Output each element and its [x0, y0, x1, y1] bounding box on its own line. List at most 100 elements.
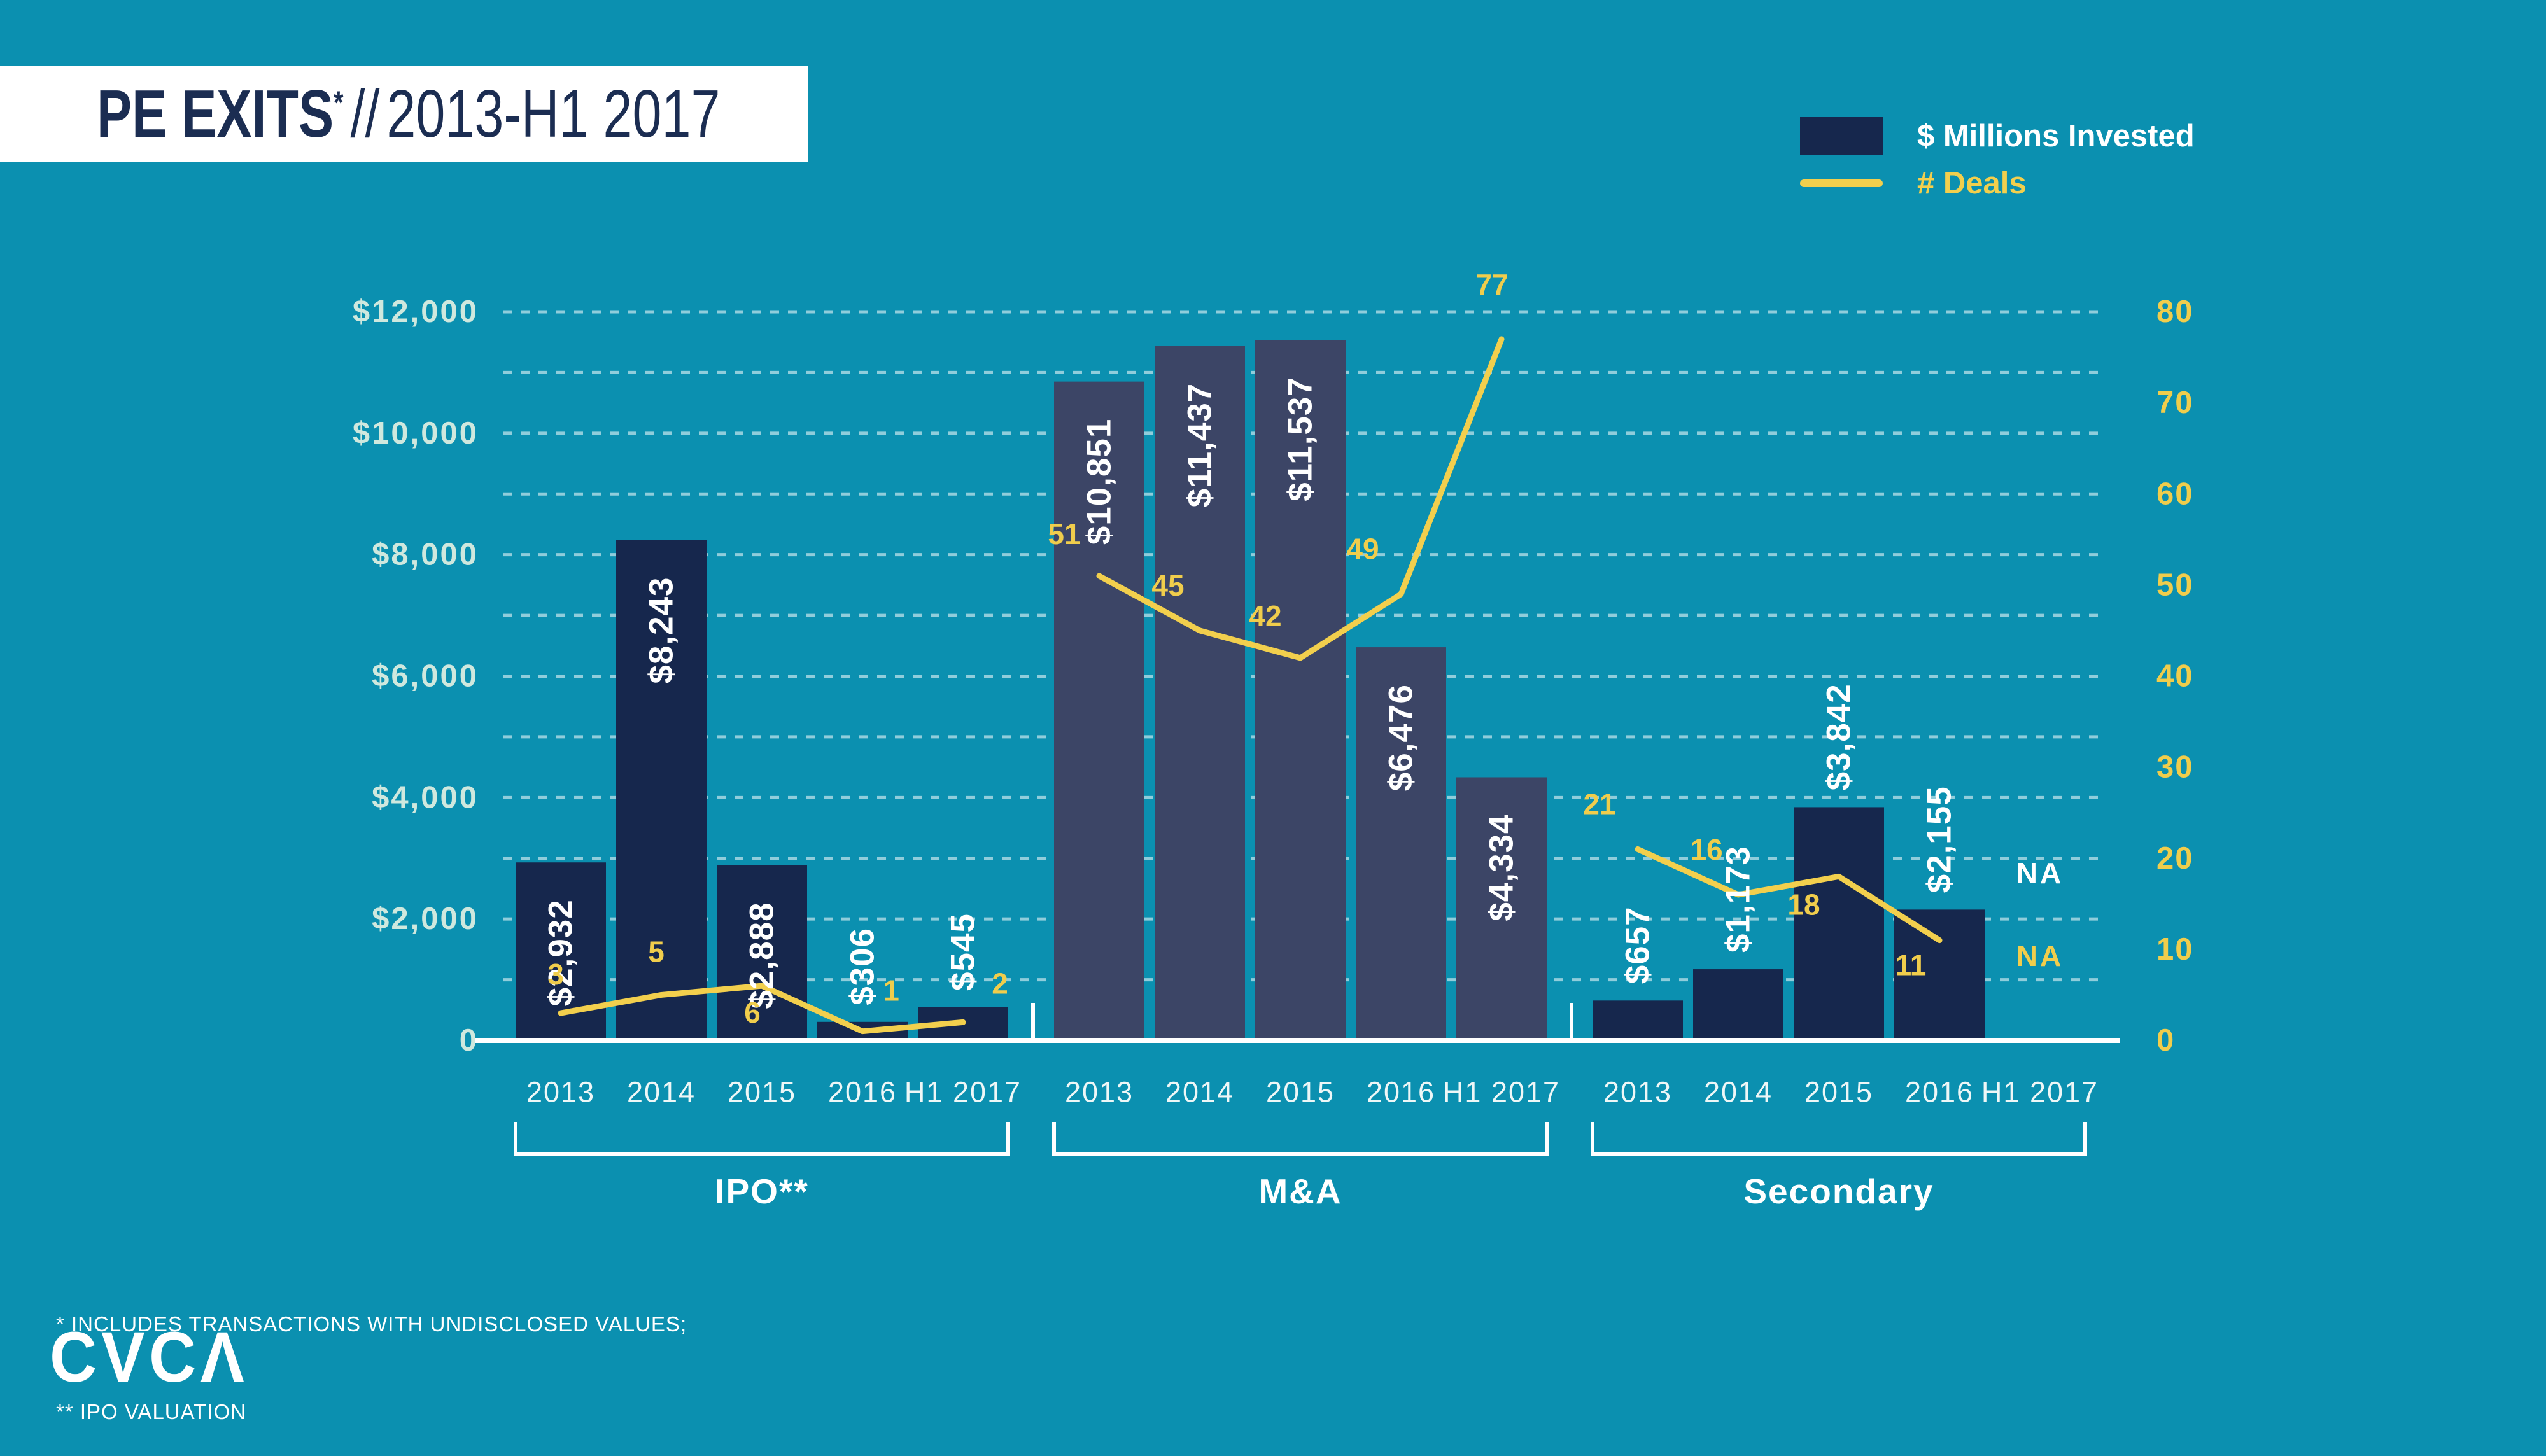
left-axis-tick-label: $2,000 [372, 902, 479, 936]
bar-value-label: $11,437 [1181, 383, 1219, 508]
legend: $ Millions Invested # Deals [1800, 115, 2195, 205]
bar-Secondary-2014 [1693, 969, 1783, 1040]
deal-count-label: 49 [1346, 533, 1379, 566]
year-label: 2016 [1905, 1076, 1974, 1109]
bar-value-label: $3,842 [1820, 683, 1858, 790]
right-axis-tick-label: 60 [2156, 477, 2194, 511]
footnote-2: ** IPO VALUATION [56, 1400, 247, 1424]
title-main: PE EXITS [97, 76, 334, 151]
year-label: 2014 [1704, 1076, 1773, 1109]
bar-value-label: $4,334 [1483, 814, 1521, 921]
deal-count-label: 16 [1690, 833, 1722, 866]
right-axis-tick-label: 40 [2156, 659, 2194, 694]
bar-MA-2016 [1356, 647, 1446, 1040]
year-label: H1 2017 [1443, 1076, 1560, 1109]
bar-value-label: $10,851 [1081, 419, 1118, 545]
deals-line-IPO [558, 983, 966, 1035]
group-boundary-tick [1570, 1003, 1573, 1039]
bar-value-label: $545 [945, 913, 982, 991]
year-label: 2015 [1266, 1076, 1335, 1109]
year-label: 2013 [526, 1076, 595, 1109]
na-label-invested: NA [2016, 857, 2064, 890]
bar-MA-2015 [1255, 340, 1346, 1040]
bar-value-label: $306 [844, 928, 882, 1005]
deals-line-MA [1096, 336, 1505, 661]
page-title: PE EXITS*//2013-H1 2017 [97, 76, 720, 153]
deal-count-label: 42 [1249, 599, 1281, 633]
left-axis-tick-label: $10,000 [353, 416, 479, 451]
right-axis-tick-label: 50 [2156, 568, 2194, 602]
deal-count-label: 51 [1048, 517, 1080, 550]
bar-Secondary-2013 [1593, 1000, 1683, 1040]
right-axis-tick-label: 70 [2156, 386, 2194, 420]
right-axis-tick-label: 0 [2156, 1023, 2175, 1058]
bar-Secondary-2015 [1794, 807, 1884, 1040]
group-title: IPO** [715, 1172, 809, 1211]
right-axis-tick-label: 30 [2156, 750, 2194, 785]
group-title: Secondary [1743, 1172, 1934, 1211]
bar-swatch-icon [1800, 117, 1883, 155]
bar-value-label: $6,476 [1382, 684, 1420, 791]
deal-count-label: 5 [648, 935, 665, 968]
left-axis-tick-label: $12,000 [353, 295, 479, 329]
title-separator: // [350, 76, 380, 151]
year-label: 2014 [627, 1076, 696, 1109]
year-label: 2015 [728, 1076, 796, 1109]
bar-value-label: $2,155 [1921, 786, 1959, 893]
bar-MA-H1 2017 [1456, 777, 1547, 1040]
bar-IPO-2015 [717, 865, 807, 1040]
year-label: H1 2017 [1981, 1076, 2099, 1109]
footnotes: * INCLUDES TRANSACTIONS WITH UNDISCLOSED… [56, 1251, 687, 1456]
group-boundary-tick [1031, 1003, 1035, 1039]
deal-count-label: 6 [744, 996, 761, 1029]
deal-count-label: 18 [1787, 888, 1820, 921]
title-asterisk: * [334, 84, 344, 121]
deal-count-label: 3 [547, 958, 564, 991]
legend-item-invested: $ Millions Invested [1800, 115, 2195, 158]
line-swatch-icon [1800, 179, 1883, 187]
legend-label-deals: # Deals [1917, 166, 2027, 200]
group-bracket [514, 1122, 1010, 1156]
year-label: 2016 [1367, 1076, 1435, 1109]
year-label: 2015 [1804, 1076, 1873, 1109]
right-axis-tick-label: 10 [2156, 932, 2194, 967]
title-range: 2013-H1 2017 [386, 76, 721, 151]
group-bracket [1591, 1122, 2087, 1156]
bar-value-label: $2,888 [743, 902, 781, 1009]
legend-item-deals: # Deals [1800, 162, 2195, 205]
x-axis-line [474, 1038, 2120, 1043]
bar-value-label: $8,243 [643, 577, 680, 683]
deals-line-Secondary [1635, 846, 1943, 944]
deal-count-label: 77 [1475, 268, 1508, 301]
year-label: 2014 [1165, 1076, 1234, 1109]
year-label: 2013 [1603, 1076, 1672, 1109]
footnote-1: * INCLUDES TRANSACTIONS WITH UNDISCLOSED… [56, 1312, 687, 1336]
right-axis-tick-label: 20 [2156, 841, 2194, 876]
year-label: H1 2017 [904, 1076, 1022, 1109]
deal-count-label: 11 [1895, 949, 1927, 982]
deal-count-label: 21 [1583, 787, 1615, 820]
cvca-logo: CVCΛ [50, 1317, 249, 1397]
deal-count-label: 1 [883, 974, 899, 1007]
year-label: 2016 [828, 1076, 897, 1109]
bar-value-label: $2,932 [542, 899, 580, 1006]
left-axis-tick-label: $8,000 [372, 538, 479, 572]
title-banner: PE EXITS*//2013-H1 2017 [0, 66, 808, 162]
left-axis-tick-label: $4,000 [372, 780, 479, 815]
na-label-deals: NA [2016, 939, 2064, 972]
deal-count-label: 2 [992, 967, 1008, 1000]
bar-value-label: $657 [1619, 906, 1657, 984]
year-label: 2013 [1065, 1076, 1134, 1109]
bar-MA-2014 [1155, 346, 1245, 1040]
left-axis-tick-label: 0 [460, 1023, 479, 1058]
deal-count-label: 45 [1151, 569, 1184, 602]
bar-IPO-2014 [616, 540, 707, 1040]
group-bracket [1052, 1122, 1549, 1156]
bar-MA-2013 [1054, 381, 1144, 1040]
bar-value-label: $11,537 [1282, 377, 1319, 501]
bar-value-label: $1,173 [1720, 846, 1757, 953]
bar-Secondary-2016 [1894, 909, 1985, 1040]
legend-label-invested: $ Millions Invested [1917, 119, 2195, 153]
group-title: M&A [1258, 1172, 1342, 1211]
